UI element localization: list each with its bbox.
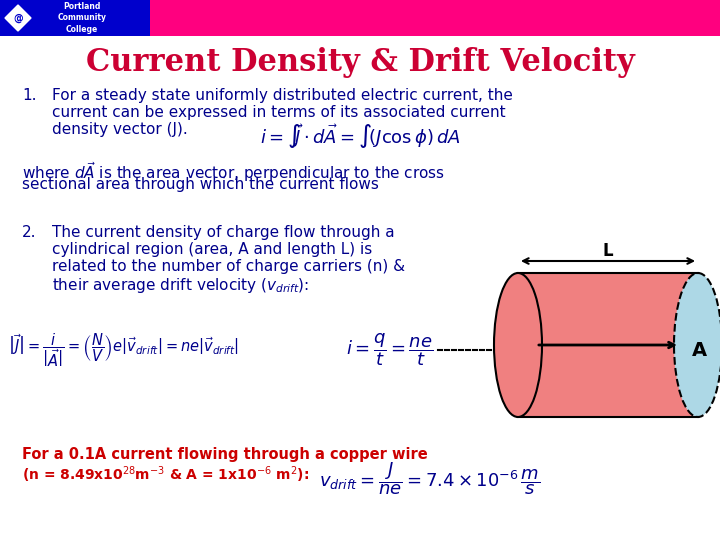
Text: sectional area through which the current flows: sectional area through which the current… xyxy=(22,177,379,192)
Text: Portland
Community
College: Portland Community College xyxy=(58,2,107,33)
Text: A: A xyxy=(691,341,706,361)
Ellipse shape xyxy=(674,273,720,417)
Text: cylindrical region (area, A and length L) is: cylindrical region (area, A and length L… xyxy=(52,242,372,257)
Polygon shape xyxy=(5,5,31,31)
Bar xyxy=(0,0,150,36)
Text: The current density of charge flow through a: The current density of charge flow throu… xyxy=(52,225,395,240)
Bar xyxy=(150,0,720,36)
Bar xyxy=(518,273,698,417)
Text: L: L xyxy=(603,242,613,260)
Text: @: @ xyxy=(13,13,23,23)
Text: For a 0.1A current flowing through a copper wire: For a 0.1A current flowing through a cop… xyxy=(22,447,428,462)
Text: 1.: 1. xyxy=(22,88,37,103)
Text: 2.: 2. xyxy=(22,225,37,240)
Text: current can be expressed in terms of its associated current: current can be expressed in terms of its… xyxy=(52,105,505,120)
Text: density vector (J).: density vector (J). xyxy=(52,122,188,137)
Text: their average drift velocity ($v_{drift}$):: their average drift velocity ($v_{drift}… xyxy=(52,276,310,295)
Text: (n = 8.49x10$^{28}$m$^{-3}$ & A = 1x10$^{-6}$ m$^{2}$):: (n = 8.49x10$^{28}$m$^{-3}$ & A = 1x10$^… xyxy=(22,464,309,484)
Text: related to the number of charge carriers (n) &: related to the number of charge carriers… xyxy=(52,259,405,274)
Text: $v_{drift}=\dfrac{J}{ne}=7.4\times10^{-6}\,\dfrac{m}{s}$: $v_{drift}=\dfrac{J}{ne}=7.4\times10^{-6… xyxy=(319,461,541,497)
Ellipse shape xyxy=(494,273,542,417)
Text: $\left|\vec{J}\right|=\dfrac{i}{\left|\vec{A}\right|}=\left(\dfrac{N}{V}\right)e: $\left|\vec{J}\right|=\dfrac{i}{\left|\v… xyxy=(8,331,239,369)
Text: Current Density & Drift Velocity: Current Density & Drift Velocity xyxy=(86,48,634,78)
Text: For a steady state uniformly distributed electric current, the: For a steady state uniformly distributed… xyxy=(52,88,513,103)
Text: where $d\vec{A}$ is the area vector, perpendicular to the cross: where $d\vec{A}$ is the area vector, per… xyxy=(22,160,445,184)
Text: $i = \int\!\!\vec{J}\cdot d\vec{A} = \int\!(J\cos\phi)\,dA$: $i = \int\!\!\vec{J}\cdot d\vec{A} = \in… xyxy=(260,122,460,150)
Text: $i=\dfrac{q}{t}=\dfrac{ne}{t}$: $i=\dfrac{q}{t}=\dfrac{ne}{t}$ xyxy=(346,332,433,368)
